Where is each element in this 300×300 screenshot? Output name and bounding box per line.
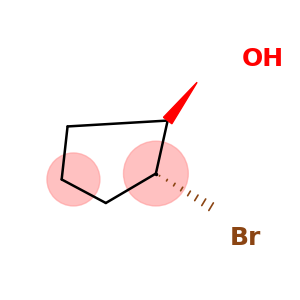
Polygon shape	[164, 82, 197, 124]
Circle shape	[47, 153, 100, 206]
Text: OH: OH	[241, 47, 284, 71]
Text: Br: Br	[230, 226, 261, 250]
Circle shape	[124, 141, 188, 206]
